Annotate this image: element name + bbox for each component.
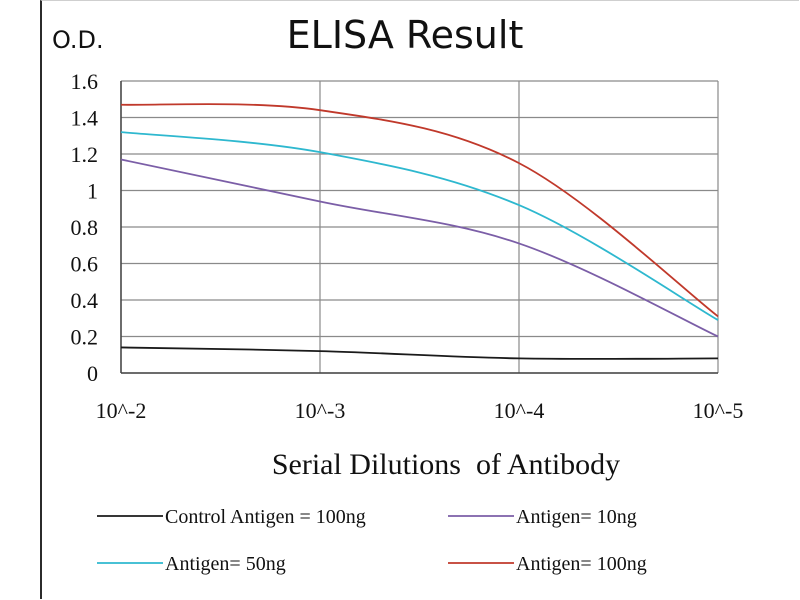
x-axis-label: Serial Dilutions of Antibody [272, 448, 620, 481]
y-tick-label: 1.6 [71, 69, 99, 94]
y-tick-label: 0.4 [71, 288, 99, 313]
series-line [120, 158, 719, 338]
y-tick-label: 1.4 [71, 106, 99, 131]
chart-frame [40, 0, 799, 599]
legend-label: Antigen= 100ng [516, 553, 647, 575]
series-line [120, 131, 719, 321]
x-tick-labels: 10^-2 10^-3 10^-4 10^-5 [96, 398, 744, 423]
y-tick-label: 1 [87, 179, 98, 204]
chart-title: ELISA Result [287, 13, 524, 57]
series-line [120, 346, 719, 360]
legend-label: Antigen= 10ng [516, 506, 637, 528]
x-tick-label: 10^-2 [96, 398, 147, 423]
x-tick-label: 10^-3 [295, 398, 346, 423]
grid [120, 80, 719, 374]
legend-label: Antigen= 50ng [165, 553, 286, 575]
plot-border [120, 81, 718, 374]
series-lines [120, 103, 719, 360]
x-tick-label: 10^-5 [693, 398, 744, 423]
y-tick-label: 0.2 [71, 325, 99, 350]
series-line [120, 103, 719, 318]
legend: Control Antigen = 100ng Antigen= 10ng Anti… [97, 506, 647, 575]
y-tick-label: 0.8 [71, 215, 99, 240]
y-tick-label: 0.6 [71, 252, 99, 277]
x-tick-label: 10^-4 [494, 398, 545, 423]
y-axis-label: O.D. [52, 26, 104, 54]
y-tick-label: 0 [87, 361, 98, 386]
y-tick-label: 1.2 [71, 142, 99, 167]
y-tick-labels: 0 0.2 0.4 0.6 0.8 1 1.2 1.4 1.6 [71, 69, 99, 386]
legend-label: Control Antigen = 100ng [165, 506, 366, 528]
